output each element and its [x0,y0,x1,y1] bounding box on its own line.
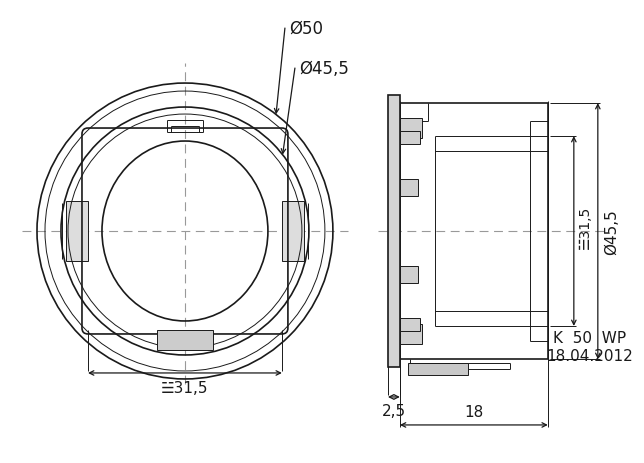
Text: ☱31,5: ☱31,5 [161,380,209,395]
Bar [157,330,213,350]
Text: K  50  WP: K 50 WP [553,331,627,346]
Text: 18: 18 [464,404,484,419]
Bar [400,132,420,145]
Bar [400,324,422,344]
Text: 18.04.2012: 18.04.2012 [547,349,633,363]
Bar [66,201,88,262]
Text: Ø45,5: Ø45,5 [604,209,619,254]
Bar [400,119,422,139]
Bar [408,363,468,375]
Text: Ø50: Ø50 [289,20,323,38]
Bar [400,180,418,197]
Bar [400,266,418,283]
Text: Ø45,5: Ø45,5 [299,60,349,78]
Text: ☱31,5: ☱31,5 [578,205,592,248]
Text: 2,5: 2,5 [382,403,406,418]
Bar [388,96,400,367]
Bar [282,201,304,262]
Bar [400,318,420,331]
